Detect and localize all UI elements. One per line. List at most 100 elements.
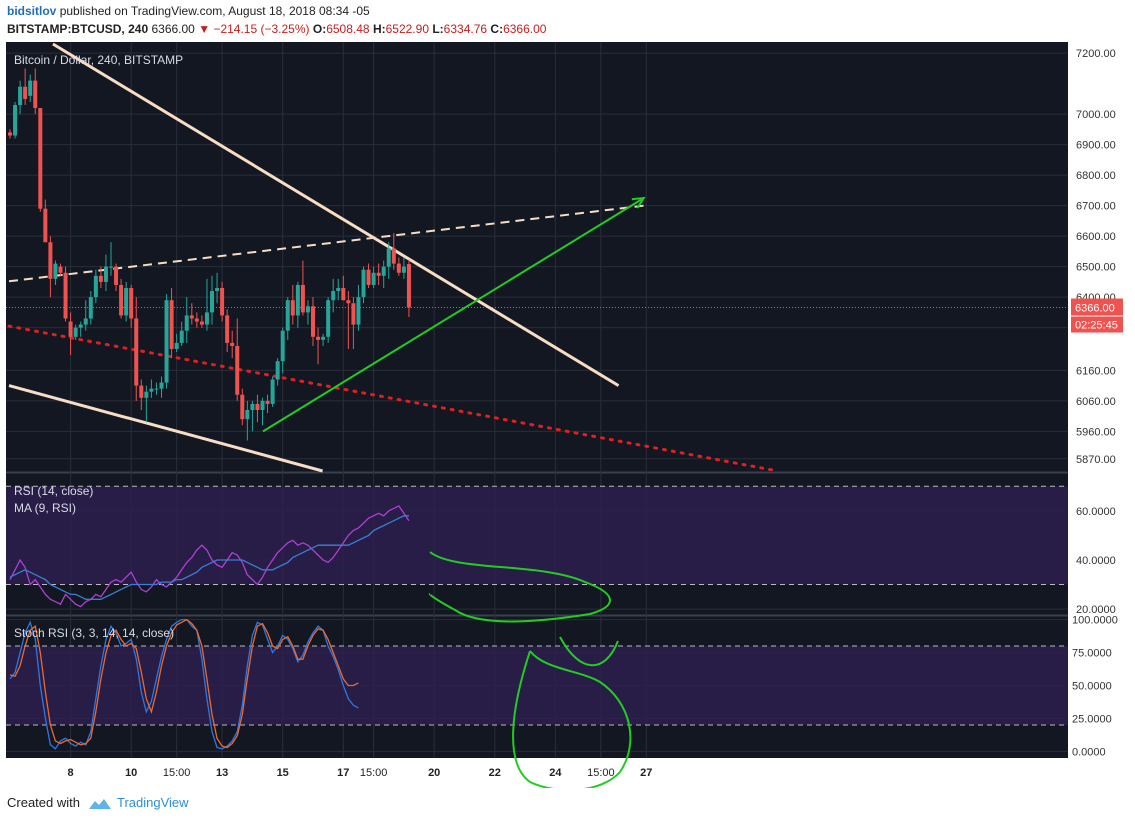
price-axis: 7200.00 7000.00 6900.00 6800.00 6700.00 6600.… [1072, 48, 1118, 758]
candle [210, 275, 214, 325]
candle [53, 260, 58, 285]
candle [220, 281, 225, 322]
green-arrow-head-icon [631, 196, 646, 209]
candle-body [321, 336, 326, 340]
current-price-label: 6366.00 [1075, 303, 1115, 315]
down-arrow-icon: ▼ [198, 22, 211, 36]
time-tick-label: 10 [125, 767, 137, 779]
candle-body [285, 300, 290, 331]
candle [285, 297, 290, 340]
candle-body [204, 312, 209, 325]
candle [139, 379, 144, 410]
candle-body [230, 342, 235, 346]
candle [300, 260, 305, 316]
candle-body [371, 272, 376, 285]
green-trend-line [262, 197, 645, 433]
candle-body [386, 248, 391, 267]
stoch-d-line [9, 618, 359, 749]
publish-line: bidsitlov published on TradingView.com, … [7, 4, 370, 18]
candle [295, 281, 300, 328]
candle [23, 68, 28, 105]
published-text: published on TradingView.com, August 18,… [59, 4, 370, 18]
candle [134, 297, 139, 401]
candle [194, 312, 199, 328]
candle-body [280, 330, 285, 362]
candle [68, 312, 73, 356]
candle [376, 263, 381, 285]
candle [109, 242, 113, 276]
stoch-band [6, 645, 1068, 726]
candle-body [376, 272, 381, 276]
candle-body [28, 80, 33, 96]
candle [391, 233, 396, 270]
candle [371, 266, 376, 288]
candle [169, 288, 174, 359]
trading-chart[interactable]: 7200.00 7000.00 6900.00 6800.00 6700.00 6600.… [0, 42, 1135, 788]
ohlc-line: BITSTAMP:BTCUSD, 240 6366.00 ▼ −214.15 (… [7, 22, 546, 36]
candle-body [114, 266, 119, 285]
candle-body [134, 318, 139, 386]
price-tick-label: 5870.00 [1076, 454, 1116, 466]
close-value: 6366.00 [503, 22, 547, 36]
candle-body [220, 288, 225, 316]
candle-body [174, 342, 179, 349]
candle-body [215, 288, 220, 292]
candle-body [43, 208, 48, 243]
candle-body [109, 266, 113, 268]
price-tick-label: 6600.00 [1076, 231, 1116, 243]
candle-body [119, 284, 124, 316]
candle-body [235, 345, 240, 395]
candle [250, 400, 255, 432]
candle-body [139, 385, 144, 398]
candle [270, 376, 275, 407]
rsi-tick-label: 20.0000 [1076, 604, 1116, 616]
candle [230, 330, 235, 359]
candle [356, 284, 361, 331]
rsi-tick-label: 40.0000 [1076, 555, 1116, 567]
candle-body [169, 300, 174, 349]
candle [321, 333, 326, 346]
candle-body [23, 86, 28, 99]
stoch-tick-label: 100.0000 [1072, 615, 1118, 627]
candle-body [396, 263, 401, 273]
candle-body [93, 275, 98, 298]
candle-body [38, 108, 43, 209]
candle-body [316, 336, 321, 340]
candle [124, 281, 129, 322]
candle [346, 291, 351, 349]
open-label: O: [312, 22, 327, 36]
candle [260, 397, 265, 426]
candle [326, 297, 331, 343]
candle [361, 266, 366, 304]
candle-body [33, 80, 38, 109]
time-tick-label: 15 [277, 767, 289, 779]
candle-body [103, 266, 108, 282]
candle-body [381, 266, 386, 276]
candle-body [48, 242, 53, 279]
candle [73, 324, 78, 340]
rsi-line [9, 505, 410, 608]
candle [235, 318, 240, 401]
candle [336, 278, 341, 301]
stoch-tick-label: 0.0000 [1072, 746, 1106, 758]
author-link[interactable]: bidsitlov [7, 4, 57, 18]
close-label: C: [490, 22, 504, 36]
channel-lower-line [8, 384, 323, 473]
plot-background [6, 42, 1068, 758]
candle-body [124, 288, 129, 316]
candle [83, 300, 88, 331]
time-tick-label: 15:00 [163, 767, 191, 779]
price-tick-label: 6800.00 [1076, 170, 1116, 182]
candle-body [149, 388, 154, 392]
high-label: H: [372, 22, 386, 36]
tradingview-link[interactable]: TradingView [117, 795, 189, 810]
candle-body [159, 382, 164, 389]
candle [275, 358, 280, 386]
rsi-tick-label: 60.0000 [1076, 506, 1116, 518]
candle [63, 266, 68, 322]
candle-body [361, 269, 366, 298]
candle [265, 394, 270, 414]
candle-body [300, 284, 305, 313]
candle-body [53, 263, 58, 279]
stoch-annotation-tail [559, 636, 619, 667]
